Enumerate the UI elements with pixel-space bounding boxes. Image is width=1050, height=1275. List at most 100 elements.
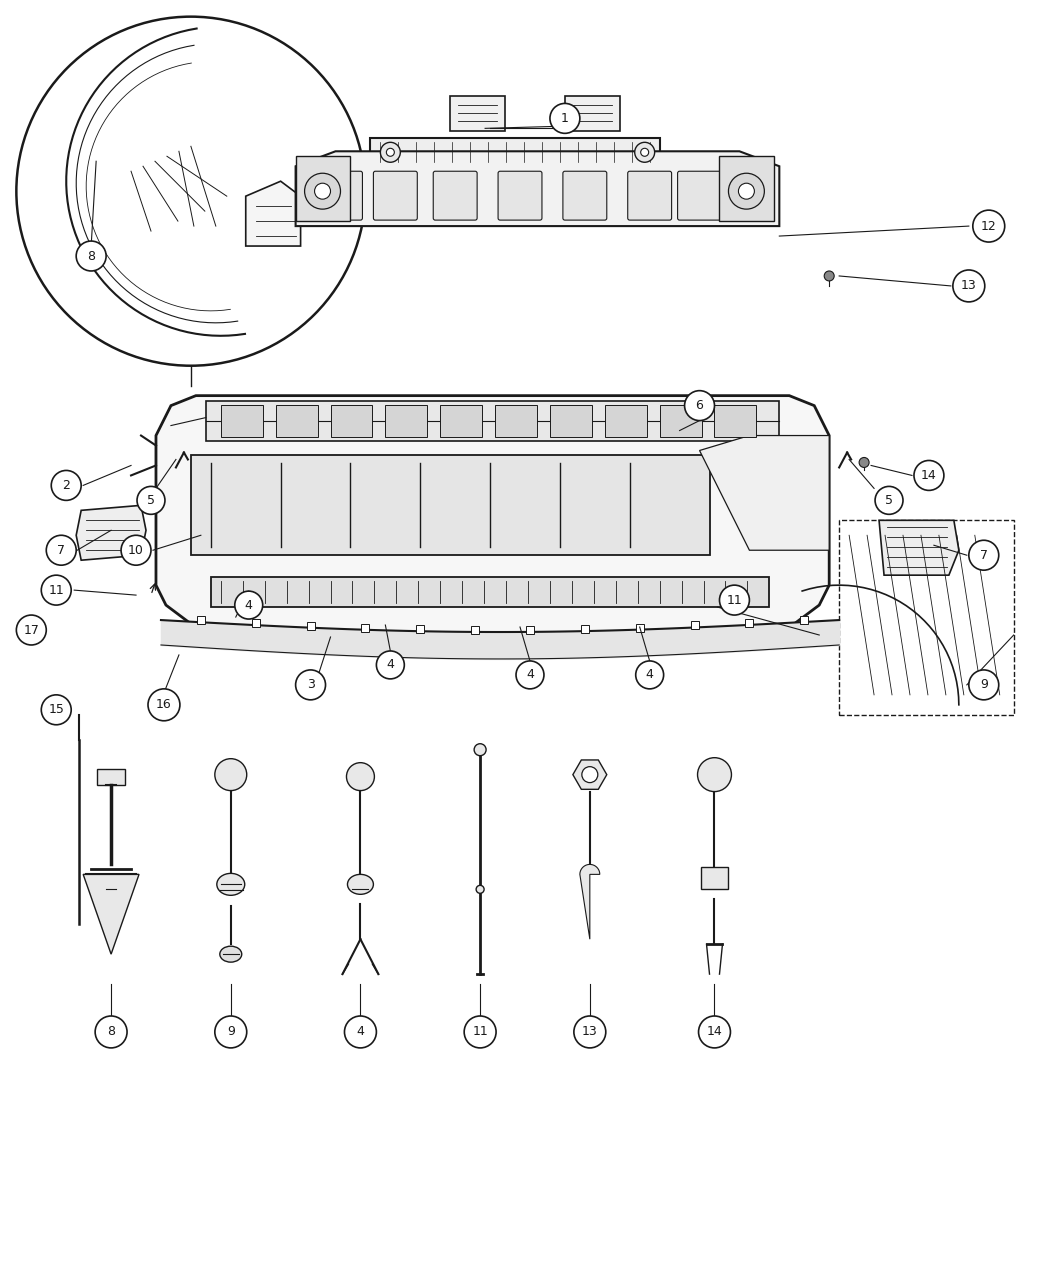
Circle shape: [235, 592, 262, 620]
Circle shape: [464, 1016, 496, 1048]
FancyBboxPatch shape: [677, 171, 721, 221]
Text: 9: 9: [227, 1025, 235, 1038]
Circle shape: [859, 458, 869, 468]
Circle shape: [634, 143, 654, 162]
FancyBboxPatch shape: [374, 171, 417, 221]
FancyBboxPatch shape: [565, 97, 620, 131]
Bar: [496, 404, 537, 436]
Bar: [714, 404, 756, 436]
FancyBboxPatch shape: [628, 171, 672, 221]
FancyBboxPatch shape: [211, 578, 770, 607]
FancyBboxPatch shape: [318, 171, 362, 221]
Circle shape: [215, 759, 247, 790]
Text: 8: 8: [87, 250, 96, 263]
Text: 11: 11: [727, 594, 742, 607]
Bar: [471, 626, 479, 634]
Circle shape: [685, 390, 714, 421]
Ellipse shape: [219, 946, 242, 963]
Polygon shape: [246, 181, 300, 246]
FancyBboxPatch shape: [498, 171, 542, 221]
Circle shape: [46, 536, 77, 565]
Polygon shape: [573, 760, 607, 789]
Circle shape: [476, 885, 484, 894]
Bar: [839, 520, 1013, 715]
Circle shape: [315, 184, 331, 199]
Circle shape: [914, 460, 944, 491]
Circle shape: [969, 541, 999, 570]
Bar: [659, 404, 701, 436]
Bar: [252, 620, 259, 627]
Circle shape: [380, 143, 400, 162]
Circle shape: [516, 660, 544, 689]
FancyBboxPatch shape: [728, 171, 772, 221]
Text: 13: 13: [961, 279, 976, 292]
Bar: [746, 618, 754, 627]
Circle shape: [344, 1016, 376, 1048]
Circle shape: [296, 669, 326, 700]
Circle shape: [475, 743, 486, 756]
Circle shape: [635, 660, 664, 689]
Text: 16: 16: [156, 699, 172, 711]
Bar: [700, 867, 729, 890]
Bar: [307, 622, 315, 630]
Bar: [800, 616, 808, 623]
Circle shape: [738, 184, 754, 199]
Text: 4: 4: [646, 668, 653, 681]
Circle shape: [77, 241, 106, 272]
Polygon shape: [580, 864, 600, 940]
FancyBboxPatch shape: [450, 97, 505, 131]
Bar: [440, 404, 482, 436]
Text: 11: 11: [48, 584, 64, 597]
Text: 4: 4: [245, 598, 253, 612]
Circle shape: [719, 585, 750, 615]
FancyBboxPatch shape: [434, 171, 477, 221]
Circle shape: [17, 615, 46, 645]
FancyBboxPatch shape: [563, 171, 607, 221]
Circle shape: [875, 486, 903, 514]
FancyBboxPatch shape: [719, 157, 774, 221]
FancyBboxPatch shape: [371, 138, 659, 166]
Text: 7: 7: [980, 548, 988, 562]
Circle shape: [17, 17, 365, 366]
Bar: [550, 404, 592, 436]
Text: 5: 5: [885, 493, 894, 507]
Circle shape: [386, 148, 395, 157]
Text: 5: 5: [147, 493, 155, 507]
Circle shape: [969, 669, 999, 700]
Circle shape: [574, 1016, 606, 1048]
FancyBboxPatch shape: [296, 157, 351, 221]
Circle shape: [729, 173, 764, 209]
Text: 12: 12: [981, 219, 996, 232]
Bar: [385, 404, 427, 436]
Circle shape: [972, 210, 1005, 242]
Text: 4: 4: [386, 658, 395, 672]
Bar: [276, 404, 317, 436]
Text: 3: 3: [307, 678, 315, 691]
Polygon shape: [156, 395, 830, 635]
Circle shape: [51, 470, 81, 500]
Bar: [635, 623, 644, 631]
Bar: [581, 625, 589, 634]
Bar: [526, 626, 534, 634]
Text: 7: 7: [58, 543, 65, 557]
Ellipse shape: [216, 873, 245, 895]
Circle shape: [824, 272, 834, 280]
Bar: [220, 404, 262, 436]
Circle shape: [96, 1016, 127, 1048]
Text: 14: 14: [921, 469, 937, 482]
Circle shape: [41, 695, 71, 724]
Circle shape: [138, 486, 165, 514]
Circle shape: [582, 766, 597, 783]
Bar: [331, 404, 373, 436]
Bar: [98, 769, 125, 784]
Circle shape: [698, 1016, 731, 1048]
Circle shape: [550, 103, 580, 134]
Bar: [416, 625, 424, 634]
Polygon shape: [77, 505, 146, 560]
Ellipse shape: [348, 875, 374, 894]
Text: 2: 2: [62, 479, 70, 492]
Text: 10: 10: [128, 543, 144, 557]
Text: 4: 4: [526, 668, 533, 681]
Circle shape: [640, 148, 649, 157]
FancyBboxPatch shape: [191, 455, 710, 555]
